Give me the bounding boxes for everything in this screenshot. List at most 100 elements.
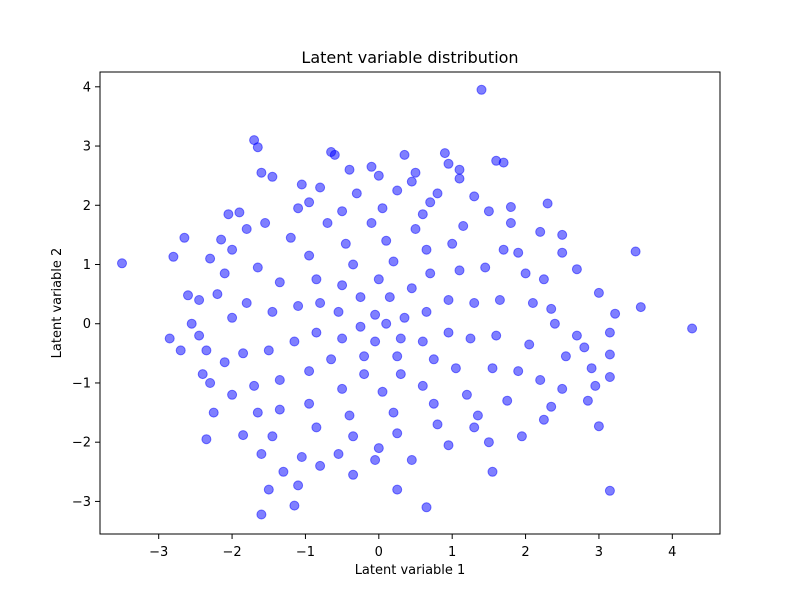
data-point [337, 383, 348, 394]
data-point [315, 460, 326, 471]
data-point [377, 203, 388, 214]
data-point [410, 167, 421, 178]
data-point [447, 238, 458, 249]
data-point [333, 449, 344, 459]
data-point [428, 398, 439, 409]
data-point [604, 372, 615, 382]
data-point [546, 303, 557, 314]
data-point [205, 378, 216, 388]
data-point [443, 440, 454, 451]
data-point [348, 259, 359, 270]
data-point [421, 502, 432, 513]
data-point [216, 234, 227, 245]
scatter-points [117, 84, 698, 520]
data-point [359, 351, 370, 362]
data-point [373, 274, 384, 285]
y-tick-label: −3 [72, 495, 91, 510]
data-point [546, 401, 557, 412]
data-point [241, 298, 252, 308]
y-tick-label: 4 [83, 80, 91, 95]
data-point [329, 149, 340, 160]
data-point [417, 209, 428, 220]
data-point [208, 407, 219, 418]
data-point [604, 485, 615, 496]
data-point [256, 509, 267, 520]
data-point [381, 235, 392, 246]
data-point [483, 206, 494, 217]
data-point [454, 164, 465, 175]
data-point [483, 437, 494, 448]
data-point [571, 330, 582, 341]
data-point [571, 264, 582, 275]
data-point [557, 229, 568, 240]
data-point [469, 298, 480, 308]
data-point [293, 203, 304, 214]
x-tick-label: −2 [222, 545, 241, 560]
data-point [366, 161, 377, 172]
data-point [373, 170, 384, 181]
data-point [219, 357, 230, 368]
data-point [267, 306, 278, 317]
data-point [417, 336, 428, 347]
data-point [238, 430, 249, 441]
data-point [296, 179, 307, 190]
data-point [315, 182, 326, 193]
data-point [238, 348, 249, 359]
data-point [516, 431, 527, 442]
data-point [590, 380, 601, 391]
x-tick-label: 4 [668, 545, 676, 560]
data-point [311, 274, 322, 285]
data-point [234, 207, 245, 218]
data-point [175, 345, 186, 356]
data-point [443, 158, 454, 169]
data-point [388, 256, 399, 267]
data-point [476, 84, 487, 95]
data-point [355, 292, 366, 303]
data-point [443, 295, 454, 305]
x-tick-label: 1 [448, 545, 456, 560]
data-point [194, 330, 205, 341]
data-point [582, 395, 593, 406]
data-point [293, 301, 304, 311]
data-point [296, 452, 307, 462]
data-point [498, 244, 509, 255]
y-tick-label: 3 [83, 140, 91, 155]
data-point [164, 333, 175, 344]
data-point [538, 274, 549, 285]
data-point [604, 349, 615, 360]
data-point [256, 167, 267, 178]
data-point [186, 318, 197, 329]
data-point [293, 480, 304, 491]
data-point [373, 443, 384, 454]
data-point [304, 398, 315, 409]
data-point [527, 298, 538, 308]
data-point [421, 306, 432, 317]
y-tick-label: 2 [83, 199, 91, 214]
y-tick-label: 0 [83, 317, 91, 332]
data-point [227, 244, 238, 255]
y-axis-ticks: −3 −2 −1 0 1 2 3 4 [72, 80, 100, 510]
data-point [340, 238, 351, 249]
data-point [117, 258, 127, 269]
data-point [450, 363, 461, 374]
data-point [610, 308, 621, 319]
data-point [326, 354, 337, 365]
data-point [388, 407, 399, 418]
data-point [304, 250, 315, 261]
data-point [535, 226, 546, 237]
data-point [432, 419, 443, 430]
data-point [267, 431, 278, 442]
data-point [630, 246, 641, 257]
x-tick-label: 2 [521, 545, 529, 560]
data-point [249, 380, 260, 391]
data-point [469, 191, 480, 202]
data-point [241, 224, 252, 234]
data-point [285, 232, 296, 243]
data-point [687, 323, 698, 334]
data-point [311, 327, 322, 338]
data-point [179, 232, 190, 243]
data-point [439, 148, 450, 159]
data-point [256, 449, 267, 459]
data-point [289, 500, 300, 511]
